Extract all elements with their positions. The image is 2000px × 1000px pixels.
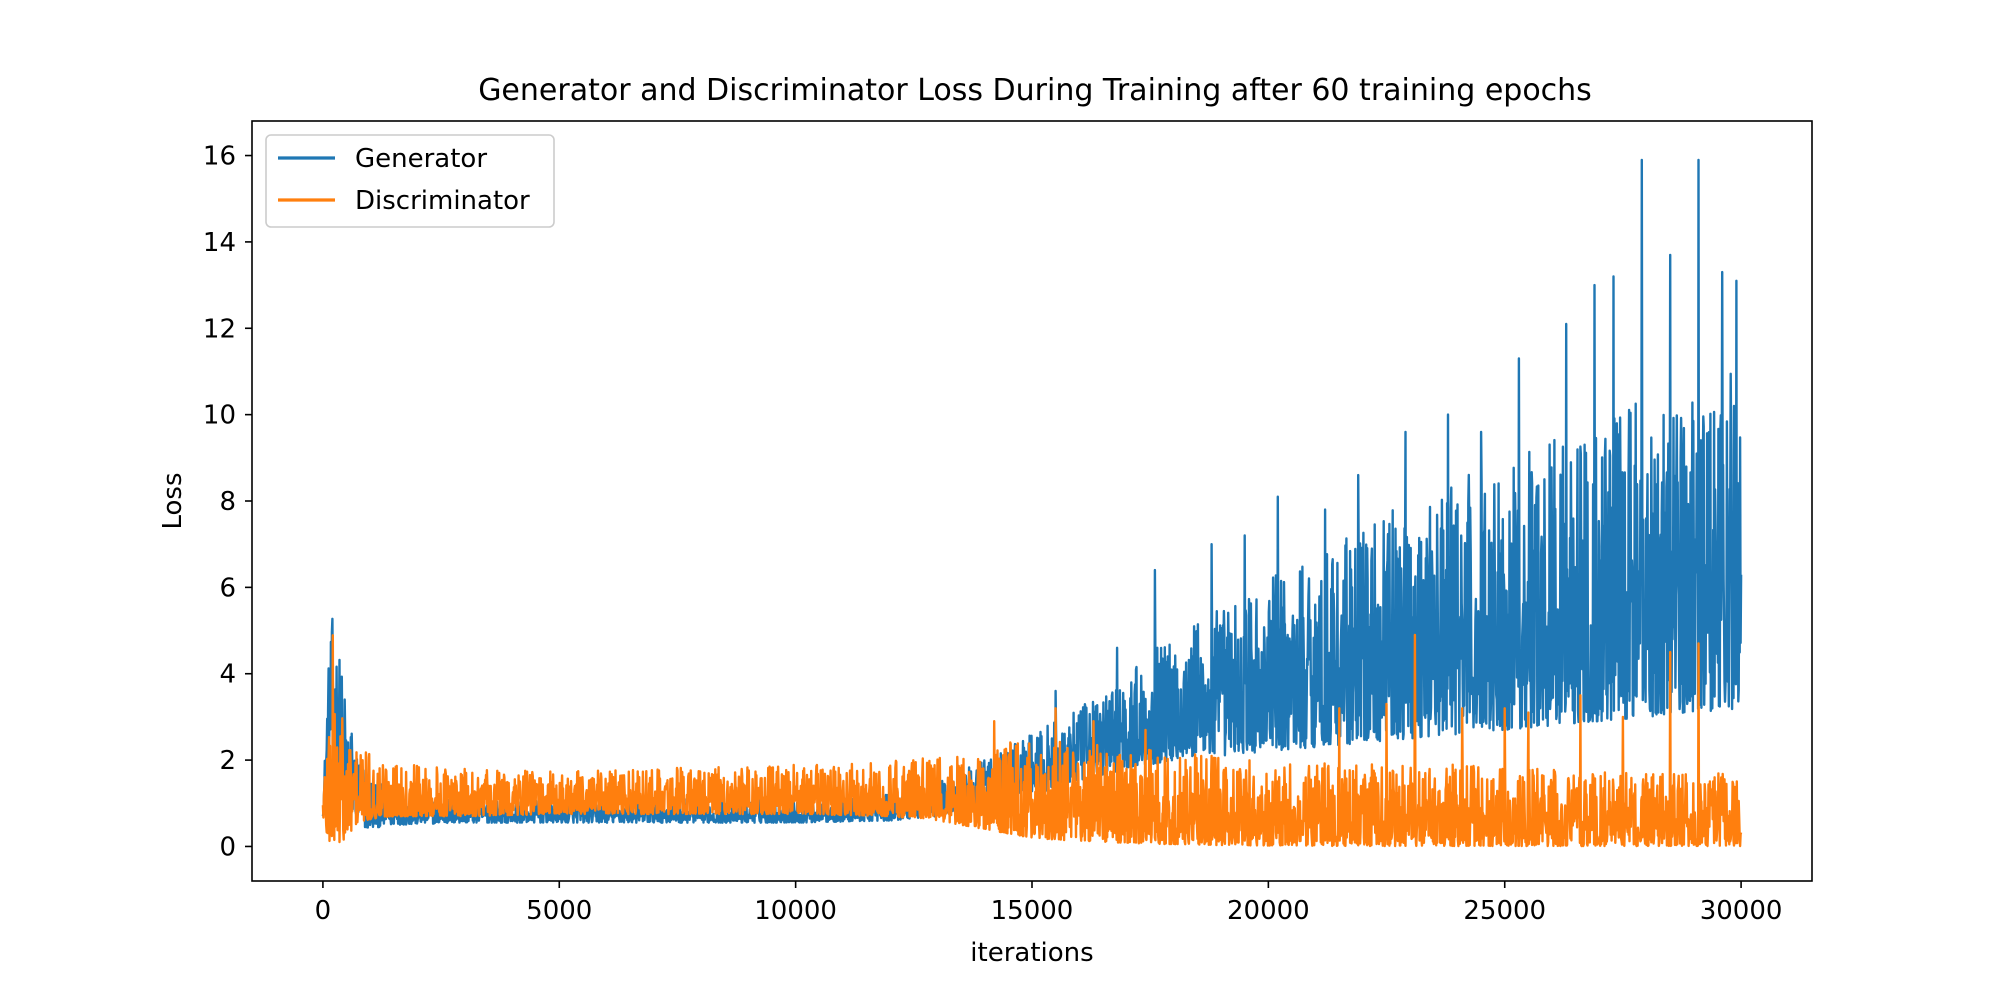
y-tick-label: 14 bbox=[203, 228, 236, 258]
y-tick-label: 12 bbox=[203, 314, 236, 344]
y-tick-label: 16 bbox=[203, 142, 236, 172]
x-tick-label: 10000 bbox=[754, 896, 837, 926]
x-tick-label: 5000 bbox=[526, 896, 592, 926]
y-tick-label: 8 bbox=[219, 487, 236, 517]
x-tick-label: 20000 bbox=[1227, 896, 1310, 926]
chart-title: Generator and Discriminator Loss During … bbox=[478, 73, 1592, 108]
y-tick-label: 4 bbox=[219, 660, 236, 690]
x-axis: 0 5000 10000 15000 20000 25000 30000 bbox=[315, 881, 1783, 926]
x-tick-label: 0 bbox=[315, 896, 332, 926]
y-tick-label: 10 bbox=[203, 401, 236, 431]
x-axis-label: iterations bbox=[970, 938, 1093, 968]
series-line-discriminator bbox=[321, 633, 1743, 848]
legend-label-generator: Generator bbox=[355, 144, 487, 174]
legend: Generator Discriminator bbox=[265, 134, 555, 228]
x-tick-label: 15000 bbox=[991, 896, 1074, 926]
y-axis-label: Loss bbox=[158, 472, 188, 529]
x-tick-label: 25000 bbox=[1463, 896, 1546, 926]
legend-box bbox=[265, 134, 555, 228]
y-tick-label: 0 bbox=[219, 832, 236, 862]
x-tick-label: 30000 bbox=[1700, 896, 1783, 926]
y-tick-label: 2 bbox=[219, 746, 236, 776]
y-tick-label: 6 bbox=[219, 573, 236, 603]
legend-label-discriminator: Discriminator bbox=[355, 186, 530, 216]
series-discriminator bbox=[321, 633, 1743, 848]
plot-area bbox=[321, 158, 1743, 848]
y-axis: 0 2 4 6 8 10 12 14 16 bbox=[203, 142, 252, 862]
